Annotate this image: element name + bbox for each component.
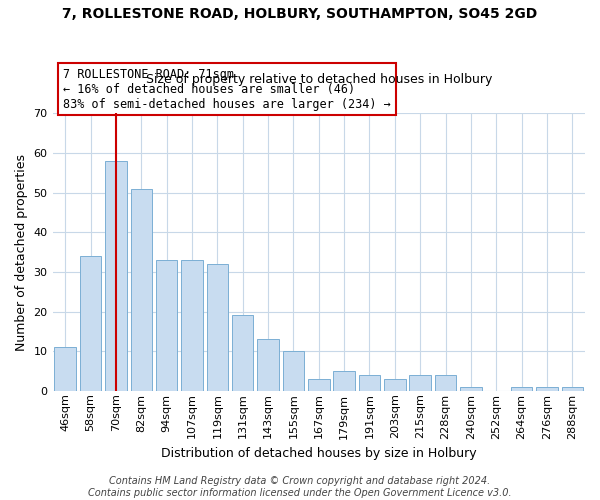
- Bar: [536, 387, 558, 391]
- Bar: [105, 161, 127, 391]
- X-axis label: Distribution of detached houses by size in Holbury: Distribution of detached houses by size …: [161, 447, 476, 460]
- Bar: [460, 387, 482, 391]
- Bar: [181, 260, 203, 391]
- Text: 7, ROLLESTONE ROAD, HOLBURY, SOUTHAMPTON, SO45 2GD: 7, ROLLESTONE ROAD, HOLBURY, SOUTHAMPTON…: [62, 8, 538, 22]
- Bar: [80, 256, 101, 391]
- Text: Contains HM Land Registry data © Crown copyright and database right 2024.
Contai: Contains HM Land Registry data © Crown c…: [88, 476, 512, 498]
- Bar: [283, 351, 304, 391]
- Bar: [334, 371, 355, 391]
- Bar: [257, 339, 279, 391]
- Y-axis label: Number of detached properties: Number of detached properties: [15, 154, 28, 350]
- Bar: [435, 375, 457, 391]
- Bar: [562, 387, 583, 391]
- Bar: [308, 379, 329, 391]
- Bar: [409, 375, 431, 391]
- Bar: [206, 264, 228, 391]
- Bar: [384, 379, 406, 391]
- Text: 7 ROLLESTONE ROAD: 71sqm
← 16% of detached houses are smaller (46)
83% of semi-d: 7 ROLLESTONE ROAD: 71sqm ← 16% of detach…: [63, 68, 391, 110]
- Bar: [511, 387, 532, 391]
- Title: Size of property relative to detached houses in Holbury: Size of property relative to detached ho…: [146, 73, 492, 86]
- Bar: [55, 347, 76, 391]
- Bar: [232, 316, 253, 391]
- Bar: [131, 188, 152, 391]
- Bar: [359, 375, 380, 391]
- Bar: [156, 260, 178, 391]
